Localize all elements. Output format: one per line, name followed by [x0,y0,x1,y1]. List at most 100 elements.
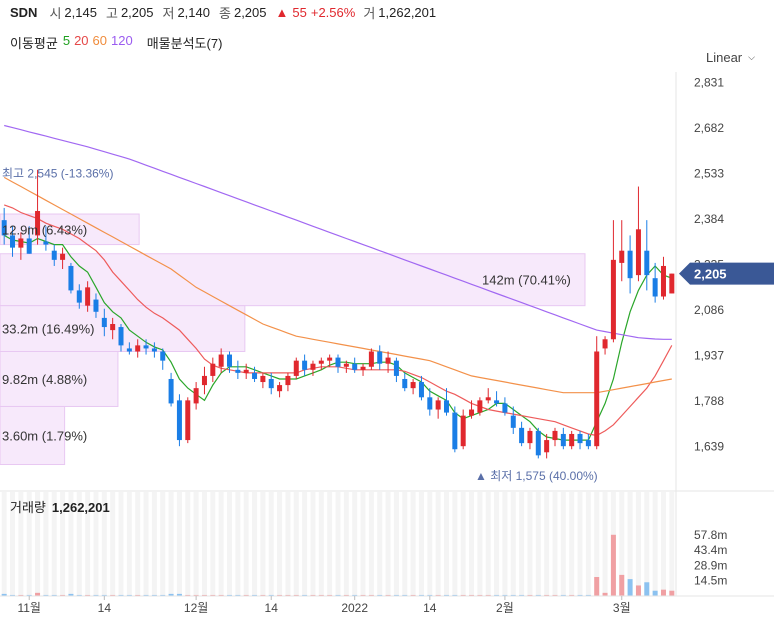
volume-panel-title: 거래량 1,262,201 [10,497,110,516]
candle [35,169,41,245]
candle [60,247,66,270]
volume-bg-bar [494,492,500,596]
candle-body [644,250,650,276]
volume-bg-bar [644,492,650,596]
candle-body [168,378,174,404]
volume-bar [60,594,66,596]
volume-bg-bar [168,492,174,596]
volume-bg-bar [402,492,408,596]
volume-bg-bar [485,492,491,596]
candle [210,357,216,383]
candle [160,348,166,370]
candle-body [143,345,149,349]
volume-bar [227,594,233,596]
volume-bar [494,594,500,596]
volume-bg-bar [569,492,575,596]
ma-legend-5: 5 [62,33,71,48]
volume-profile-label: 3.60m (1.79%) [2,428,87,443]
volume-bar [260,594,266,596]
volume-bar [368,594,374,596]
volume-profile-label: 142m (70.41%) [482,273,571,288]
candle-body [43,241,49,245]
candle-body [360,366,366,370]
candle [260,372,266,389]
low-label: 저 [162,5,175,21]
volume-bar [35,592,41,596]
volume-bg-bar [218,492,224,596]
candle-body [352,363,358,370]
candle [310,360,316,376]
candle-body [385,357,391,364]
candle [418,375,424,401]
volume-bg-bar [435,492,441,596]
scale-dropdown[interactable]: Linear ⌵ [706,50,755,65]
open-label: 시 [49,5,62,21]
candle [385,351,391,373]
candle [327,354,333,367]
candle [168,372,174,407]
volume-bg-bar [302,492,308,596]
candle-body [585,440,591,447]
candle-body [552,430,558,441]
volume-bg-bar [577,492,583,596]
candle [519,421,525,447]
volume-bar [310,594,316,596]
candle [227,351,233,373]
candle-body [660,265,666,297]
volume-bg-bar [60,492,66,596]
candle-body [460,415,466,447]
candle-body [469,409,475,416]
volume-profile-label: 9.82m (4.88%) [2,372,87,387]
candle [335,354,341,373]
candle-body [477,400,483,413]
volume-bar [352,594,358,596]
candle [151,342,157,358]
volume-bar [644,582,650,596]
x-axis-tick-label: 14 [423,601,437,615]
volume-tick-label: 28.9m [694,558,727,572]
volume-bg-bar [252,492,258,596]
candle [368,348,374,370]
candle-body [10,235,16,248]
candle-body [485,397,491,401]
candle-body [60,253,66,260]
volume-bar [552,594,558,596]
volume-bg-bar [469,492,475,596]
volume-bg-bar [460,492,466,596]
volume-bg-bar [151,492,157,596]
y-axis-tick-label: 2,384 [694,212,724,226]
candle [393,357,399,383]
volume-bar [569,594,575,596]
volume-bar [519,594,525,596]
candle-body [519,427,525,444]
volume-bar [510,594,516,596]
volume-bg-bar [185,492,191,596]
volume-bg-bar [101,492,107,596]
candle [235,360,241,379]
candle [652,262,658,303]
candle [544,433,550,459]
candle [76,284,82,309]
volume-bg-bar [635,492,641,596]
volume-bg-bar [443,492,449,596]
last-price-marker [679,262,774,285]
candle [201,366,207,395]
volume-bg-bar [535,492,541,596]
volume-bar [602,592,608,596]
close-label: 종 [219,5,231,21]
volume-bar [26,594,32,596]
volume-profile-legend: 매물분석도(7) [146,36,223,51]
candle-body [560,433,566,447]
volume-bg-bar [85,492,91,596]
volume-bg-bar [360,492,366,596]
volume-bar [93,594,99,596]
volume-bg-bar [377,492,383,596]
volume-bar [176,593,182,596]
volume-bar [101,594,107,596]
candle [360,363,366,376]
volume-bg-bar [1,492,7,596]
candle [252,366,258,383]
volume-bar [193,594,199,596]
volume-bg-bar [669,492,675,596]
